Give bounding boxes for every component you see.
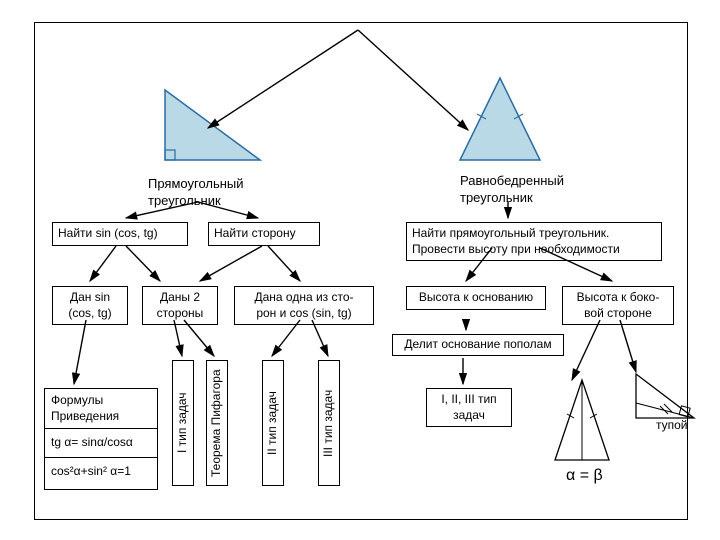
formulas-title: Формулы Приведения (45, 389, 157, 429)
find-right-box: Найти прямоугольный треугольник. Провест… (406, 222, 662, 261)
given-2sides-box: Даны 2 стороны (142, 286, 218, 325)
find-sin-box: Найти sin (cos, tg) (52, 222, 188, 246)
type1-vbox: I тип задач (172, 360, 194, 486)
diagram-canvas: Прямоугольный треугольник Равнобедренный… (0, 0, 720, 540)
types123-box: I, II, III тип задач (426, 388, 512, 427)
height-base-box: Высота к основанию (406, 286, 546, 310)
type3-vbox: III тип задач (318, 360, 340, 486)
type2-vbox: II тип задач (262, 360, 284, 486)
iso-triangle-label: Равнобедренный треугольник (460, 173, 600, 207)
given-sin-box: Дан sin (cos, tg) (52, 286, 128, 325)
pythagoras-vbox: Теорема Пифагора (206, 360, 228, 486)
formula-pyth-trig: cos²α+sin² α=1 (45, 458, 157, 486)
alpha-beta-label: α = β (566, 466, 603, 487)
given-side-cos-box: Дана одна из сто- рон и cos (sin, tg) (234, 286, 374, 325)
base-half-box: Делит основание пополам (392, 334, 564, 356)
formula-tg: tg α= sinα/cosα (45, 429, 157, 458)
formulas-box: Формулы Приведения tg α= sinα/cosα cos²α… (44, 388, 158, 490)
height-side-box: Высота к боко- вой стороне (562, 286, 674, 325)
find-side-box: Найти сторону (208, 222, 320, 246)
right-triangle-label: Прямоугольный треугольник (148, 176, 268, 210)
obtuse-label: тупой (656, 418, 688, 434)
